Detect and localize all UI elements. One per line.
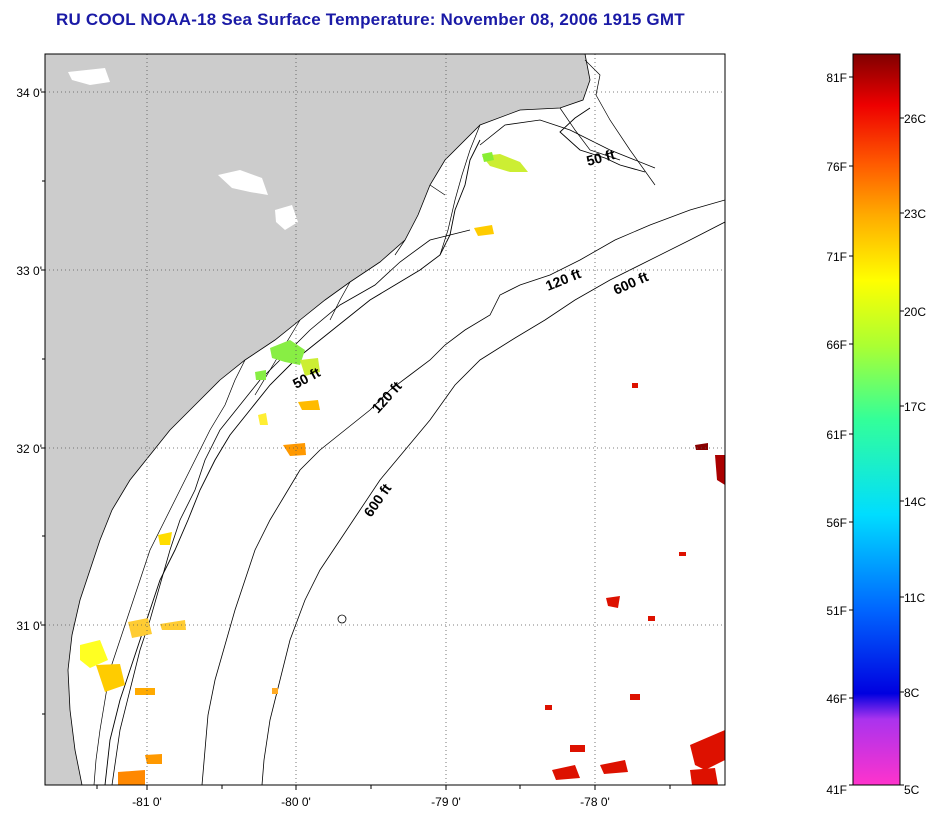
lat-label: 31 0' [16,619,42,633]
colorbar-label-f: 51F [826,604,847,618]
lake [218,170,268,195]
colorbar-label-f: 56F [826,516,847,530]
colorbar-label-c: 14C [904,495,926,509]
map-title: RU COOL NOAA-18 Sea Surface Temperature:… [56,10,685,29]
colorbar-label-c: 20C [904,305,926,319]
colorbar-label-c: 17C [904,400,926,414]
colorbar-label-f: 71F [826,250,847,264]
map-frame [44,53,726,786]
colorbar-label-f: 66F [826,338,847,352]
sst-patches [80,152,725,785]
colorbar-label-f: 81F [826,71,847,85]
isobath-120ft [201,199,725,785]
lon-label: -80 0' [281,795,311,809]
lat-label: 32 0' [16,442,42,456]
colorbar-label-c: 8C [904,686,920,700]
lat-label: 34 0' [16,86,42,100]
colorbar-label-c: 26C [904,112,926,126]
lon-label: -81 0' [132,795,162,809]
lat-label: 33 0' [16,264,42,278]
lon-label: -78 0' [580,795,610,809]
colorbar-label-f: 76F [826,160,847,174]
colorbar-ticks [849,76,904,786]
colorbar-label-f: 46F [826,692,847,706]
lake [68,68,110,85]
contour-label-50ft: 50 ft [585,146,617,169]
colorbar-label-f: 41F [826,783,847,797]
colorbar-label-c: 23C [904,207,926,221]
lon-label: -79 0' [431,795,461,809]
colorbar-label-f: 61F [826,428,847,442]
isobath-600ft [261,221,725,785]
colorbar [852,53,901,786]
tick-marks [41,91,671,790]
lake [275,205,298,230]
colorbar-label-c: 5C [904,783,920,797]
grid-lines [45,54,725,785]
isobath-50ft [111,119,656,785]
seamount-contour [337,614,347,624]
colorbar-label-c: 11C [904,591,925,605]
